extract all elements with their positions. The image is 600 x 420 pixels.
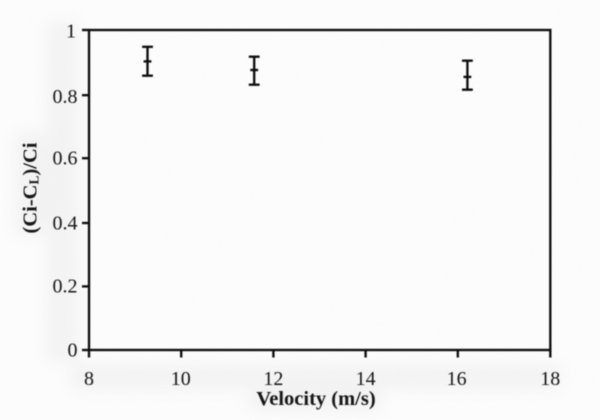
svg-text:10: 10	[171, 368, 191, 390]
svg-text:12: 12	[263, 368, 283, 390]
svg-text:0: 0	[68, 340, 78, 362]
svg-text:1: 1	[66, 20, 76, 42]
svg-text:8: 8	[84, 368, 94, 390]
svg-text:0.8: 0.8	[53, 86, 78, 108]
svg-text:0.2: 0.2	[53, 275, 78, 297]
svg-text:16: 16	[447, 368, 467, 390]
svg-text:18: 18	[540, 368, 560, 390]
svg-text:(Ci-CL)/Ci: (Ci-CL)/Ci	[20, 142, 42, 233]
svg-text:14: 14	[356, 368, 376, 390]
svg-text:Velocity (m/s): Velocity (m/s)	[256, 388, 375, 410]
svg-text:0.6: 0.6	[53, 148, 78, 170]
svg-text:0.4: 0.4	[53, 213, 78, 235]
